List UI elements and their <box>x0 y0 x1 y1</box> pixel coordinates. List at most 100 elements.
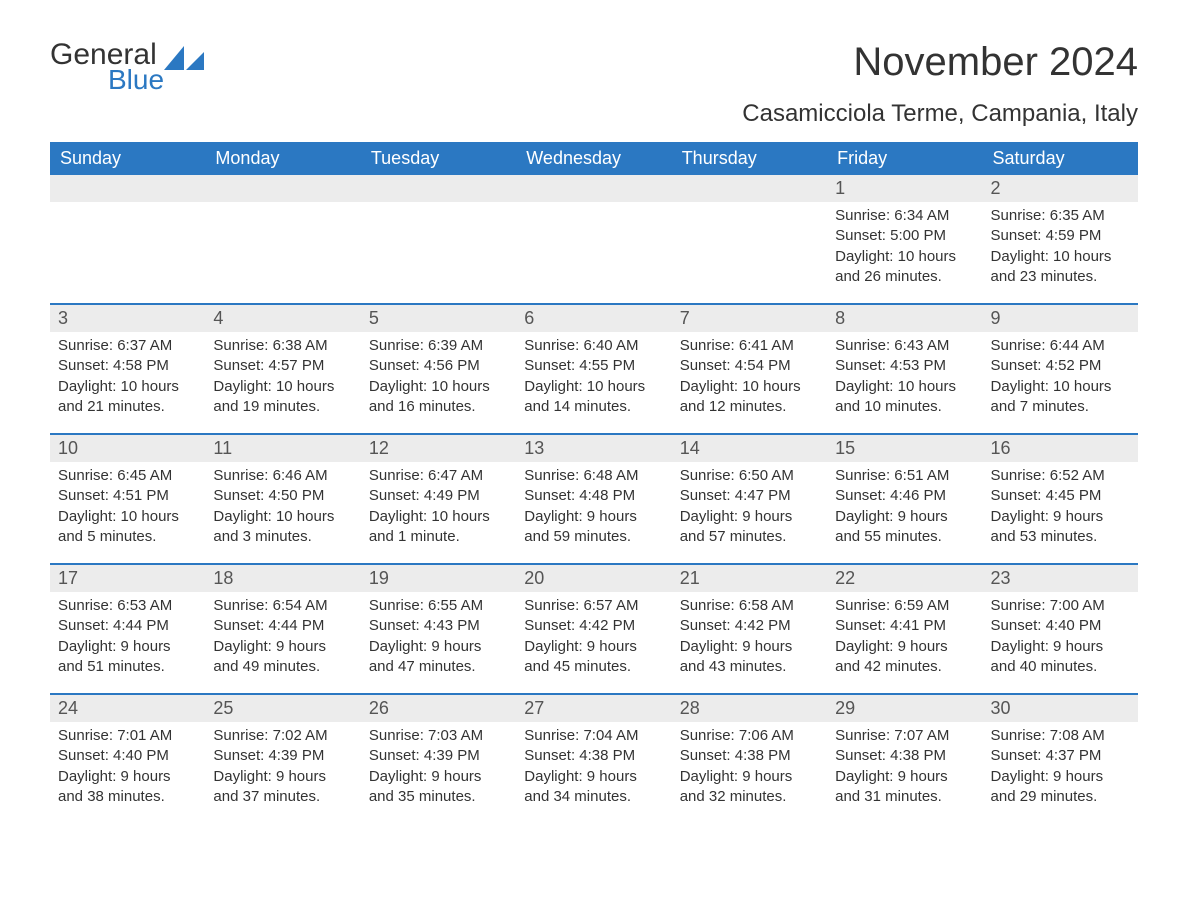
day-sunrise: Sunrise: 7:04 AM <box>524 726 663 746</box>
day-cell: 16Sunrise: 6:52 AMSunset: 4:45 PMDayligh… <box>983 435 1138 563</box>
day-number: 11 <box>205 435 360 462</box>
day-daylight1: Daylight: 10 hours <box>58 507 197 527</box>
day-sunset: Sunset: 4:55 PM <box>524 356 663 376</box>
day-cell: 28Sunrise: 7:06 AMSunset: 4:38 PMDayligh… <box>672 695 827 823</box>
day-sunset: Sunset: 4:53 PM <box>835 356 974 376</box>
day-daylight1: Daylight: 10 hours <box>213 507 352 527</box>
day-sunrise: Sunrise: 6:39 AM <box>369 336 508 356</box>
day-sunrise: Sunrise: 6:43 AM <box>835 336 974 356</box>
empty-day <box>205 175 360 202</box>
day-sunset: Sunset: 4:57 PM <box>213 356 352 376</box>
day-cell: 14Sunrise: 6:50 AMSunset: 4:47 PMDayligh… <box>672 435 827 563</box>
day-cell: 19Sunrise: 6:55 AMSunset: 4:43 PMDayligh… <box>361 565 516 693</box>
day-number: 4 <box>205 305 360 332</box>
day-body: Sunrise: 6:39 AMSunset: 4:56 PMDaylight:… <box>361 332 516 425</box>
day-daylight2: and 47 minutes. <box>369 657 508 677</box>
day-number: 3 <box>50 305 205 332</box>
day-number: 13 <box>516 435 671 462</box>
day-cell: 30Sunrise: 7:08 AMSunset: 4:37 PMDayligh… <box>983 695 1138 823</box>
day-sunrise: Sunrise: 6:52 AM <box>991 466 1130 486</box>
day-body: Sunrise: 7:08 AMSunset: 4:37 PMDaylight:… <box>983 722 1138 815</box>
day-number: 28 <box>672 695 827 722</box>
weekday-header: Tuesday <box>361 142 516 175</box>
week-row: 10Sunrise: 6:45 AMSunset: 4:51 PMDayligh… <box>50 433 1138 563</box>
day-daylight2: and 29 minutes. <box>991 787 1130 807</box>
day-number: 14 <box>672 435 827 462</box>
day-daylight2: and 53 minutes. <box>991 527 1130 547</box>
day-daylight1: Daylight: 9 hours <box>524 767 663 787</box>
day-daylight2: and 34 minutes. <box>524 787 663 807</box>
day-number: 24 <box>50 695 205 722</box>
day-daylight2: and 16 minutes. <box>369 397 508 417</box>
day-cell: 15Sunrise: 6:51 AMSunset: 4:46 PMDayligh… <box>827 435 982 563</box>
day-cell: 24 Sunrise: 7:01 AMSunset: 4:40 PMDayligh… <box>50 695 205 823</box>
day-sunset: Sunset: 4:40 PM <box>58 746 197 766</box>
day-cell <box>50 175 205 303</box>
day-sunset: Sunset: 4:45 PM <box>991 486 1130 506</box>
sail-icon <box>164 46 206 72</box>
day-daylight2: and 3 minutes. <box>213 527 352 547</box>
empty-day <box>50 175 205 202</box>
day-cell: 26Sunrise: 7:03 AMSunset: 4:39 PMDayligh… <box>361 695 516 823</box>
day-daylight1: Daylight: 10 hours <box>524 377 663 397</box>
day-cell: 4 Sunrise: 6:38 AMSunset: 4:57 PMDaylight… <box>205 305 360 433</box>
day-body: Sunrise: 6:59 AMSunset: 4:41 PMDaylight:… <box>827 592 982 685</box>
day-daylight1: Daylight: 9 hours <box>680 637 819 657</box>
day-daylight1: Daylight: 10 hours <box>369 507 508 527</box>
day-daylight2: and 1 minute. <box>369 527 508 547</box>
day-daylight2: and 35 minutes. <box>369 787 508 807</box>
day-cell: 25Sunrise: 7:02 AMSunset: 4:39 PMDayligh… <box>205 695 360 823</box>
day-body: Sunrise: 6:48 AMSunset: 4:48 PMDaylight:… <box>516 462 671 555</box>
day-number: 7 <box>672 305 827 332</box>
day-number: 8 <box>827 305 982 332</box>
day-sunrise: Sunrise: 7:01 AM <box>58 726 197 746</box>
day-body: Sunrise: 7:04 AMSunset: 4:38 PMDaylight:… <box>516 722 671 815</box>
day-sunset: Sunset: 4:40 PM <box>991 616 1130 636</box>
day-daylight1: Daylight: 10 hours <box>213 377 352 397</box>
day-sunrise: Sunrise: 6:35 AM <box>991 206 1130 226</box>
day-body: Sunrise: 7:00 AMSunset: 4:40 PMDaylight:… <box>983 592 1138 685</box>
day-sunset: Sunset: 4:44 PM <box>58 616 197 636</box>
day-body: Sunrise: 7:02 AMSunset: 4:39 PMDaylight:… <box>205 722 360 815</box>
day-daylight1: Daylight: 9 hours <box>524 637 663 657</box>
day-body: Sunrise: 6:41 AMSunset: 4:54 PMDaylight:… <box>672 332 827 425</box>
day-sunset: Sunset: 4:51 PM <box>58 486 197 506</box>
day-daylight2: and 12 minutes. <box>680 397 819 417</box>
day-body: Sunrise: 6:57 AMSunset: 4:42 PMDaylight:… <box>516 592 671 685</box>
day-sunrise: Sunrise: 6:50 AM <box>680 466 819 486</box>
day-number: 29 <box>827 695 982 722</box>
day-number: 15 <box>827 435 982 462</box>
weekday-header: Friday <box>827 142 982 175</box>
day-daylight1: Daylight: 9 hours <box>58 767 197 787</box>
day-sunset: Sunset: 4:54 PM <box>680 356 819 376</box>
weekday-header: Thursday <box>672 142 827 175</box>
day-sunrise: Sunrise: 6:57 AM <box>524 596 663 616</box>
day-number: 10 <box>50 435 205 462</box>
weeks-container: 1Sunrise: 6:34 AMSunset: 5:00 PMDaylight… <box>50 175 1138 823</box>
day-sunset: Sunset: 4:39 PM <box>213 746 352 766</box>
month-title: November 2024 <box>853 40 1138 85</box>
day-sunrise: Sunrise: 7:07 AM <box>835 726 974 746</box>
day-daylight2: and 43 minutes. <box>680 657 819 677</box>
day-body: Sunrise: 6:43 AMSunset: 4:53 PMDaylight:… <box>827 332 982 425</box>
day-sunrise: Sunrise: 6:38 AM <box>213 336 352 356</box>
day-cell: 11Sunrise: 6:46 AMSunset: 4:50 PMDayligh… <box>205 435 360 563</box>
day-sunset: Sunset: 4:38 PM <box>524 746 663 766</box>
day-cell: 27Sunrise: 7:04 AMSunset: 4:38 PMDayligh… <box>516 695 671 823</box>
day-daylight2: and 19 minutes. <box>213 397 352 417</box>
day-sunset: Sunset: 4:58 PM <box>58 356 197 376</box>
day-daylight2: and 7 minutes. <box>991 397 1130 417</box>
day-cell <box>516 175 671 303</box>
day-cell: 6Sunrise: 6:40 AMSunset: 4:55 PMDaylight… <box>516 305 671 433</box>
day-daylight1: Daylight: 10 hours <box>58 377 197 397</box>
header: General Blue November 2024 <box>50 40 1138 94</box>
day-daylight1: Daylight: 10 hours <box>680 377 819 397</box>
empty-day <box>672 175 827 202</box>
day-daylight2: and 51 minutes. <box>58 657 197 677</box>
day-daylight2: and 31 minutes. <box>835 787 974 807</box>
day-daylight1: Daylight: 9 hours <box>835 637 974 657</box>
day-number: 1 <box>827 175 982 202</box>
day-body: Sunrise: 6:46 AMSunset: 4:50 PMDaylight:… <box>205 462 360 555</box>
day-body: Sunrise: 7:06 AMSunset: 4:38 PMDaylight:… <box>672 722 827 815</box>
day-daylight1: Daylight: 9 hours <box>58 637 197 657</box>
